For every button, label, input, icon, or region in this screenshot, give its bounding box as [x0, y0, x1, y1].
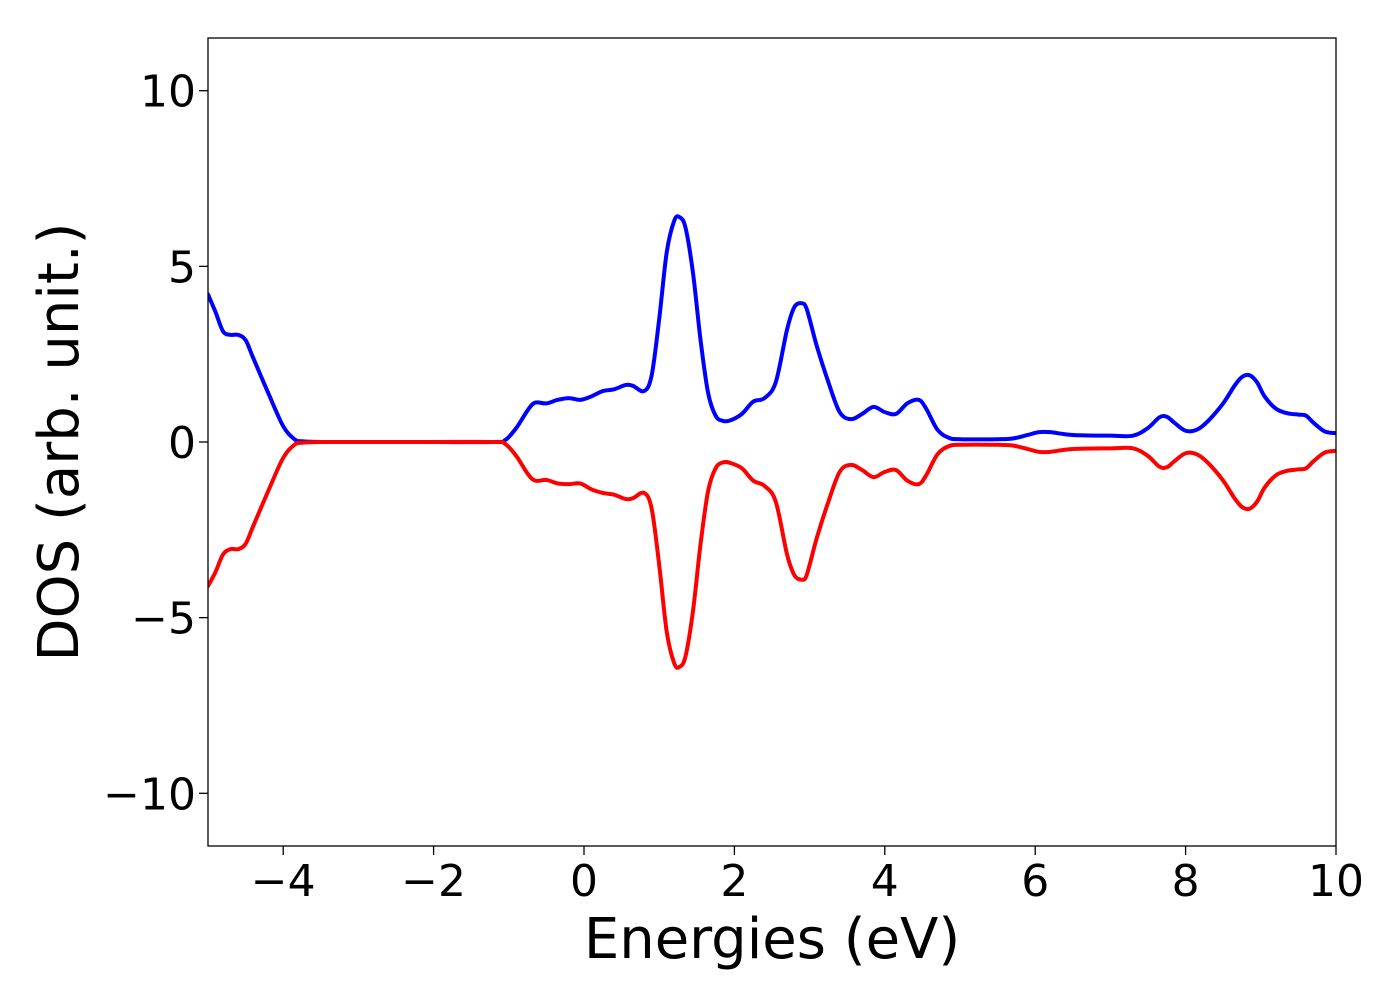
x-tick-label: 4 [871, 856, 899, 907]
y-axis: −10 −5 0 5 10 [103, 67, 208, 820]
y-tick-label: 5 [168, 242, 196, 293]
y-tick-label: 0 [168, 418, 196, 469]
y-tick-label: −5 [131, 594, 196, 645]
x-axis: −4 −2 0 2 4 6 8 10 [251, 846, 1364, 907]
x-tick-label: −4 [251, 856, 316, 907]
x-tick-label: 0 [570, 856, 598, 907]
series-line-1 [208, 439, 1336, 670]
series-line-0 [208, 214, 1336, 445]
x-tick-label: 6 [1021, 856, 1049, 907]
x-tick-label: 2 [720, 856, 748, 907]
y-tick-label: 10 [140, 67, 196, 118]
x-axis-label: Energies (eV) [584, 907, 960, 972]
series-layer [208, 214, 1336, 670]
x-tick-label: 10 [1308, 856, 1364, 907]
y-tick-label: −10 [103, 769, 196, 820]
x-tick-label: 8 [1172, 856, 1200, 907]
y-axis-label: DOS (arb. unit.) [27, 222, 92, 661]
x-tick-label: −2 [401, 856, 466, 907]
